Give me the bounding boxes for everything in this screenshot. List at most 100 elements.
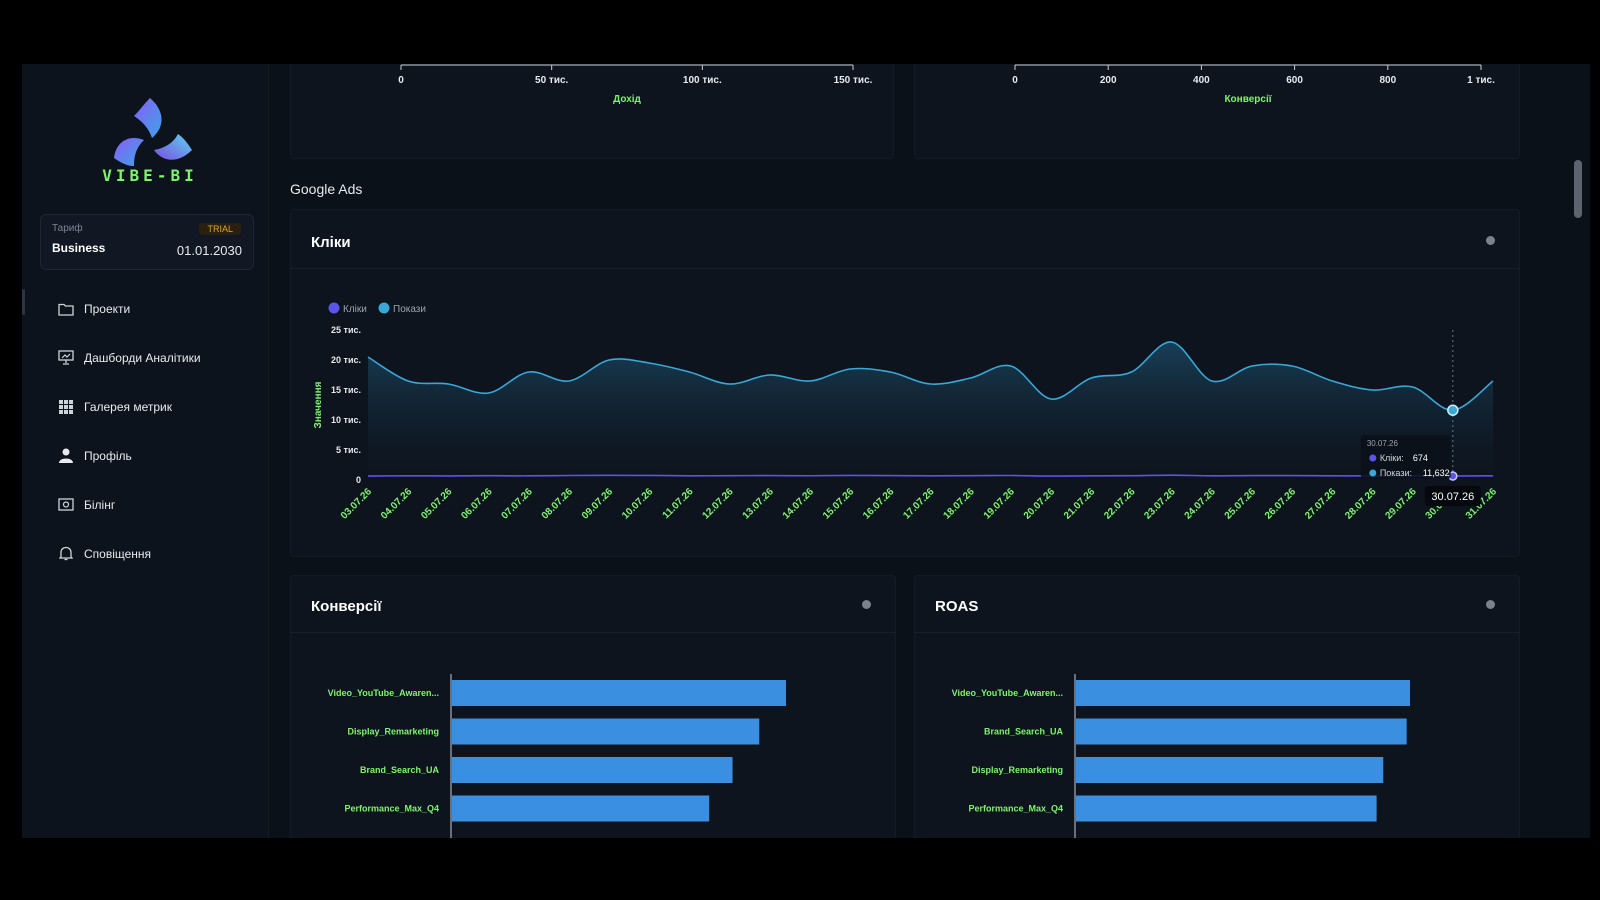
x-tick-label: 24.07.26 <box>1183 486 1219 522</box>
plan-expiry-date: 01.01.2030 <box>176 243 242 258</box>
x-tick-label: 20.07.26 <box>1022 486 1058 522</box>
y-tick-label: 10 тис. <box>331 415 361 425</box>
sidebar-resize-handle[interactable] <box>22 289 25 315</box>
tooltip-impressions-value: 11,632 <box>1423 468 1450 478</box>
x-tick-label: 07.07.26 <box>500 486 536 522</box>
billing-icon <box>56 495 76 515</box>
x-tick-label: 26.07.26 <box>1263 486 1299 522</box>
x-tick-label: 27.07.26 <box>1303 486 1339 522</box>
sidebar-item-label: Білінг <box>84 497 116 512</box>
category-label: Display_Remarketing <box>971 765 1063 775</box>
x-tick-label: 0 <box>1012 75 1018 86</box>
category-label: Display_Remarketing <box>347 727 439 737</box>
category-label: Brand_Search_UA <box>984 727 1064 737</box>
dashboard-icon <box>56 348 76 368</box>
legend-marker <box>378 302 390 314</box>
revenue-bar-chart: 0 50 тис. 100 тис. 150 тис. Дохід <box>398 64 873 105</box>
x-tick-label: 0 <box>398 75 404 86</box>
tooltip-clicks-label: Кліки: <box>1380 453 1404 463</box>
roas-bar-chart: Video_YouTube_Awaren... Brand_Search_UA Di… <box>952 674 1410 838</box>
x-tick-label: 200 <box>1100 75 1117 86</box>
category-label: Performance_Max_Q4 <box>344 804 439 814</box>
trial-badge: TRIAL <box>199 223 241 235</box>
legend-label: Кліки <box>343 304 367 315</box>
conversions-total-bar-chart: 0 200 400 600 800 1 тис. Конверсії <box>1012 64 1495 105</box>
folder-icon <box>56 299 76 319</box>
x-tick-label: 22.07.26 <box>1102 486 1138 522</box>
y-tick-label: 5 тис. <box>336 445 361 455</box>
x-tick-label: 14.07.26 <box>781 486 817 522</box>
conversions-total-chart-card: 0 200 400 600 800 1 тис. Конверсії <box>914 64 1520 159</box>
conversions-chart-card: Конверсії Video_YouTube_Awaren... Display… <box>290 575 896 838</box>
sidebar-item-profile[interactable]: Профіль <box>38 431 258 480</box>
x-tick-label: 06.07.26 <box>459 486 495 522</box>
sidebar-item-notifications[interactable]: Сповіщення <box>38 529 258 578</box>
x-tick-label: 17.07.26 <box>901 486 937 522</box>
legend-marker <box>328 302 340 314</box>
sidebar-item-label: Профіль <box>84 448 132 463</box>
x-tick-label: 29.07.26 <box>1383 486 1419 522</box>
bar <box>452 795 710 822</box>
card-divider <box>291 632 895 633</box>
x-tick-label: 10.07.26 <box>620 486 656 522</box>
category-label: Video_YouTube_Awaren... <box>952 688 1063 698</box>
x-tick-label: 150 тис. <box>834 75 873 86</box>
sidebar-item-label: Сповіщення <box>84 546 152 561</box>
x-tick-label: 15.07.26 <box>821 486 857 522</box>
sidebar-nav: Проекти Дашборди Аналітики Галерея метри… <box>38 284 258 578</box>
x-axis-label: Конверсії <box>1224 94 1271 105</box>
tooltip-clicks-marker <box>1369 454 1377 462</box>
x-tick-label: 50 тис. <box>535 75 569 86</box>
y-tick-label: 0 <box>356 475 361 485</box>
plan-name: Business <box>52 241 106 255</box>
revenue-chart-card: 0 50 тис. 100 тис. 150 тис. Дохід <box>290 64 894 159</box>
y-axis-label: Значення <box>313 381 324 428</box>
card-title: Кліки <box>311 234 351 251</box>
legend-label: Покази <box>393 304 426 315</box>
x-highlight-chip <box>1424 486 1481 506</box>
x-tick-label: 23.07.26 <box>1142 486 1178 522</box>
x-tick-label: 13.07.26 <box>741 486 777 522</box>
x-tick-label: 800 <box>1379 75 1396 86</box>
sidebar-item-label: Дашборди Аналітики <box>84 350 201 365</box>
logo-icon[interactable] <box>94 92 206 196</box>
tooltip-impressions-label: Покази: <box>1380 468 1412 478</box>
sidebar-item-billing[interactable]: Білінг <box>38 480 258 529</box>
x-axis-label: Дохід <box>613 94 641 105</box>
x-tick-label: 600 <box>1286 75 1303 86</box>
impressions-area <box>368 341 1493 480</box>
plan-card[interactable]: Тариф Business TRIAL 01.01.2030 <box>40 214 254 270</box>
clicks-chart-card: Кліки Кліки Покази Значення 0 5 тис. 10 тис. 1… <box>290 209 1520 557</box>
card-title: ROAS <box>935 598 979 615</box>
sidebar-item-metrics-gallery[interactable]: Галерея метрик <box>38 382 258 431</box>
x-tick-label: 08.07.26 <box>540 486 576 522</box>
sidebar-item-projects[interactable]: Проекти <box>38 284 258 333</box>
category-label: Brand_Search_UA <box>360 765 440 775</box>
plan-label: Тариф <box>52 223 83 234</box>
bell-icon <box>56 544 76 564</box>
section-title: Google Ads <box>290 181 363 197</box>
card-title: Конверсії <box>311 598 382 615</box>
scrollbar-thumb[interactable] <box>1574 160 1582 218</box>
tooltip-date: 30.07.26 <box>1367 439 1399 448</box>
impressions-line <box>367 341 1494 412</box>
card-menu-dot[interactable] <box>862 600 871 609</box>
x-tick-label: 03.07.26 <box>339 486 375 522</box>
bar <box>452 757 733 783</box>
bar <box>452 718 760 745</box>
x-tick-label: 11.07.26 <box>661 486 696 521</box>
impressions-point <box>1447 404 1459 416</box>
y-tick-label: 15 тис. <box>331 385 361 395</box>
roas-chart-card: ROAS Video_YouTube_Awaren... Brand_Search… <box>914 575 1520 838</box>
card-menu-dot[interactable] <box>1486 236 1495 245</box>
scrollbar[interactable] <box>1574 64 1582 838</box>
x-tick-label: 1 тис. <box>1467 75 1495 86</box>
x-tick-label: 09.07.26 <box>580 486 616 522</box>
sidebar-item-dashboards[interactable]: Дашборди Аналітики <box>38 333 258 382</box>
card-menu-dot[interactable] <box>1486 600 1495 609</box>
sidebar-item-label: Галерея метрик <box>84 399 173 414</box>
clicks-area-chart: Кліки Покази Значення 0 5 тис. 10 тис. 15 тис.… <box>313 302 1499 522</box>
tooltip-impressions-marker <box>1369 469 1377 477</box>
x-tick-label: 05.07.26 <box>419 486 455 522</box>
